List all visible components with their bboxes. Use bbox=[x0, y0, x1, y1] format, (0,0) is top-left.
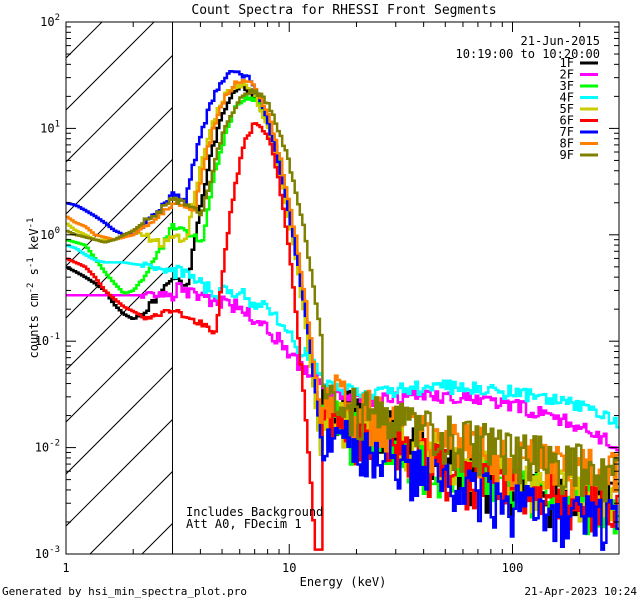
x-tick-label: 10 bbox=[282, 561, 296, 575]
series-line-9F bbox=[66, 88, 619, 503]
series-line-2F bbox=[66, 282, 619, 452]
y-tick-label: 100 bbox=[40, 226, 60, 242]
legend-label-1F: 1F bbox=[560, 56, 574, 70]
y-tick-label: 102 bbox=[40, 13, 60, 29]
y-tick-label: 10-3 bbox=[35, 545, 60, 561]
legend-label-4F: 4F bbox=[560, 91, 574, 105]
y-axis-label: counts cm-2 s-1 keV-1 bbox=[26, 218, 41, 359]
y-tick-label: 101 bbox=[40, 119, 60, 135]
annotation-background: Includes Background bbox=[186, 505, 323, 519]
x-axis-label: Energy (keV) bbox=[300, 575, 387, 589]
legend-label-3F: 3F bbox=[560, 79, 574, 93]
footer-timestamp: 21-Apr-2023 10:24 bbox=[524, 585, 637, 598]
y-tick-label: 10-1 bbox=[35, 332, 60, 348]
footer-generated-by: Generated by hsi_min_spectra_plot.pro bbox=[2, 585, 247, 598]
axis-ticks: 1 10 100 10-3 10-2 10-1 100 101 102 bbox=[35, 13, 620, 575]
x-tick-label: 100 bbox=[502, 561, 524, 575]
legend-label-9F: 9F bbox=[560, 148, 574, 162]
legend-label-7F: 7F bbox=[560, 125, 574, 139]
legend-label-6F: 6F bbox=[560, 114, 574, 128]
y-tick-label: 10-2 bbox=[35, 439, 60, 455]
chart-title: Count Spectra for RHESSI Front Segments bbox=[191, 3, 496, 18]
plot-frame bbox=[65, 21, 620, 555]
series-line-4F bbox=[66, 244, 619, 429]
legend-label-5F: 5F bbox=[560, 102, 574, 116]
annotation-attenuator: Att A0, FDecim 1 bbox=[186, 517, 302, 531]
info-date: 21-Jun-2015 bbox=[521, 34, 600, 48]
info-time-range: 10:19:00 to 10:20:00 bbox=[456, 47, 601, 61]
x-tick-label: 1 bbox=[62, 561, 69, 575]
legend-label-2F: 2F bbox=[560, 68, 574, 82]
legend-label-8F: 8F bbox=[560, 137, 574, 151]
